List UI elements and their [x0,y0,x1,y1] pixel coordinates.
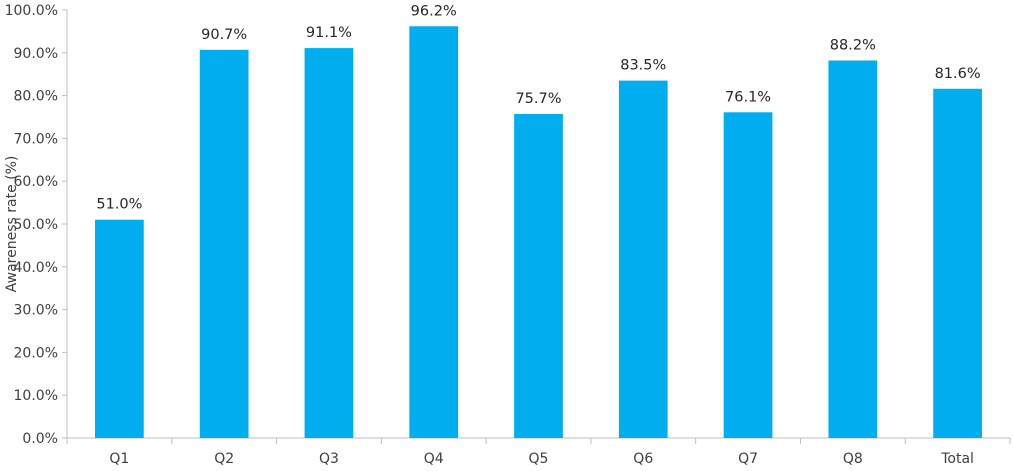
y-ticks: 0.0% 10.0% 20.0% 30.0% 40.0% 50.0% 60.0% 70.0% 8… [5,3,67,447]
x-tick-label: Q7 [738,451,758,467]
bar-value-label: 76.1% [725,89,771,105]
bar [514,114,563,438]
bar [409,26,459,438]
y-axis-title: Awareness rate (%) [4,156,20,293]
data-labels: 51.0% 90.7% 91.1% 96.2% 75.7% 83.5% 76.1% 88.2%… [96,3,980,212]
y-tick-label: 70.0% [14,131,58,147]
bar [304,48,354,438]
x-tick-label: Q3 [319,451,339,467]
y-tick-label: 20.0% [14,345,58,361]
y-tick-label: 60.0% [14,174,58,190]
x-tick-label: Q6 [633,451,653,467]
bar-value-label: 81.6% [935,66,981,82]
y-tick-label: 80.0% [14,89,58,105]
y-tick-label: 50.0% [14,217,58,233]
x-tick-label: Q2 [214,451,234,467]
bar-value-label: 91.1% [306,25,352,41]
x-tick-label: Q8 [843,451,863,467]
bar-value-label: 90.7% [201,27,247,43]
bars [95,26,982,439]
x-tick-label: Q1 [109,451,129,467]
bar-value-label: 75.7% [515,91,561,107]
y-tick-label: 0.0% [22,431,58,447]
x-ticks: Q1 Q2 Q3 Q4 Q5 Q6 Q7 Q8 Total [66,438,1011,467]
x-tick-label: Q4 [424,451,444,467]
x-tick-label: Total [940,451,974,467]
bar-value-label: 83.5% [620,58,666,74]
y-tick-label: 30.0% [14,303,58,319]
x-tick-label: Q5 [529,451,549,467]
bar [199,49,249,438]
y-tick-label: 100.0% [5,3,58,19]
y-tick-label: 10.0% [14,388,58,404]
bar [828,60,878,439]
bar-value-label: 96.2% [411,3,457,19]
bar [933,88,982,438]
y-tick-label: 40.0% [14,260,58,276]
y-tick-label: 90.0% [14,46,58,62]
bar [618,80,668,439]
bar [723,112,773,439]
bar-value-label: 51.0% [96,197,142,213]
bar-value-label: 88.2% [830,38,876,54]
bar [95,219,144,438]
